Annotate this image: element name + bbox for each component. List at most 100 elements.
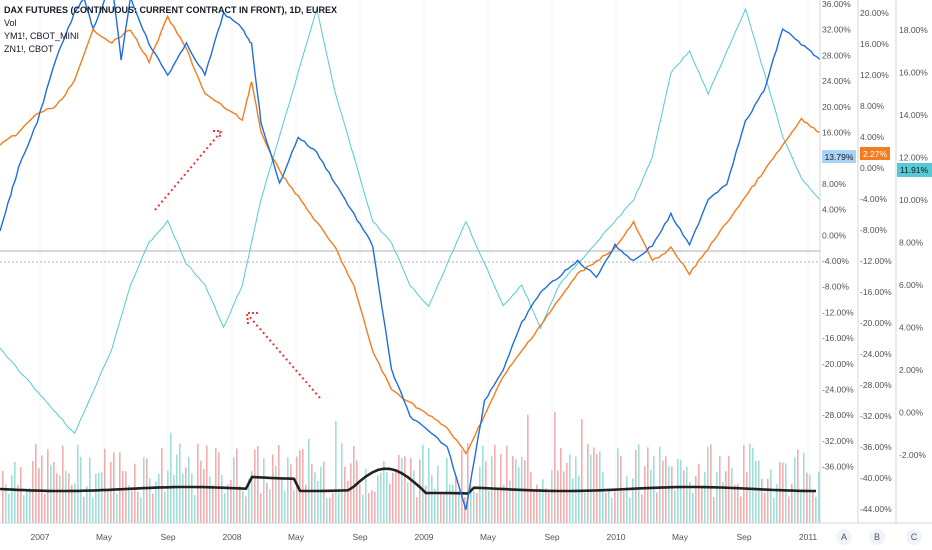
time-axis[interactable] xyxy=(0,523,932,550)
volume-bar xyxy=(11,475,13,523)
volume-bar xyxy=(317,481,319,523)
volume-bar xyxy=(680,459,682,523)
volume-bar xyxy=(728,455,730,523)
volume-bar xyxy=(644,466,646,523)
legend-symbol-ym1[interactable]: YM1!, CBOT_MINI xyxy=(4,31,80,41)
series-line-zn1 xyxy=(0,6,821,435)
volume-bar xyxy=(152,493,154,523)
volume-bar xyxy=(158,473,160,523)
legend-volume[interactable]: Vol xyxy=(4,18,17,28)
volume-bar xyxy=(632,478,634,523)
volume-bar xyxy=(245,496,247,523)
annotation-arrow-up[interactable] xyxy=(154,130,223,211)
volume-bar xyxy=(161,448,163,523)
volume-bar xyxy=(446,457,448,523)
y-tick-label-right: 2.00% xyxy=(899,365,924,375)
volume-bar xyxy=(137,492,139,523)
volume-bar xyxy=(707,446,709,523)
chart-grid xyxy=(39,0,809,523)
x-tick-label: 2008 xyxy=(223,532,242,542)
volume-bar xyxy=(41,455,43,523)
y-tick-label-left: 8.00% xyxy=(822,179,847,189)
volume-bar xyxy=(272,454,274,523)
y-tick-label-left: 16.00% xyxy=(822,128,851,138)
volume-bar xyxy=(503,484,505,523)
volume-bar xyxy=(200,460,202,523)
volume-bar xyxy=(335,421,337,523)
x-tick-label: 2010 xyxy=(607,532,626,542)
axis-panel-right[interactable] xyxy=(896,0,932,523)
y-tick-label-left: 24.00% xyxy=(822,76,851,86)
y-tick-label-left: 36.00% xyxy=(822,0,851,9)
volume-bar xyxy=(488,490,490,523)
volume-bar xyxy=(665,456,667,523)
price-tag-blue: 13.79% xyxy=(822,150,856,163)
volume-bar xyxy=(221,475,223,523)
scale-button-c[interactable]: C xyxy=(906,529,922,545)
volume-bar xyxy=(302,449,304,523)
legend-main-symbol[interactable]: DAX FUTURES (CONTINUOUS: CURRENT CONTRAC… xyxy=(4,5,337,15)
volume-bar xyxy=(572,478,574,523)
volume-bar xyxy=(275,465,277,523)
volume-bar xyxy=(563,471,565,523)
volume-bar xyxy=(548,492,550,523)
volume-bar xyxy=(719,456,721,523)
y-tick-label-middle: -24.00% xyxy=(860,349,892,359)
y-tick-label-middle: 12.00% xyxy=(860,70,889,80)
scale-button-b[interactable]: B xyxy=(869,529,885,545)
y-tick-label-left: 0.00% xyxy=(822,230,847,240)
volume-bar xyxy=(482,445,484,523)
y-tick-label-right: 14.00% xyxy=(899,110,928,120)
volume-bar xyxy=(788,496,790,523)
volume-bar xyxy=(62,445,64,523)
volume-bar xyxy=(713,497,715,523)
volume-bar xyxy=(230,479,232,523)
volume-bar xyxy=(110,461,112,523)
volume-bar xyxy=(71,484,73,523)
scale-button-a[interactable]: A xyxy=(836,529,852,545)
volume-bar xyxy=(365,468,367,523)
scale-button-c-label: C xyxy=(911,532,918,542)
volume-bar xyxy=(122,470,124,523)
axis-panel-middle[interactable] xyxy=(858,0,896,523)
y-tick-label-middle: -36.00% xyxy=(860,442,892,452)
volume-bar xyxy=(206,445,208,523)
legend-symbol-zn1[interactable]: ZN1!, CBOT xyxy=(4,44,54,54)
x-tick-label: May xyxy=(480,532,497,542)
volume-bar xyxy=(779,461,781,523)
y-tick-label-left: -4.00% xyxy=(822,256,849,266)
y-tick-label-right: -2.00% xyxy=(899,450,926,460)
volume-bar xyxy=(710,444,712,523)
volume-bar xyxy=(338,488,340,523)
volume-bar xyxy=(617,448,619,523)
volume-bar xyxy=(422,444,424,523)
volume-bar xyxy=(23,495,25,523)
volume-bar xyxy=(155,481,157,523)
volume-bar xyxy=(764,492,766,523)
volume-bar xyxy=(473,491,475,523)
annotation-arrow-down[interactable] xyxy=(245,312,321,399)
volume-bar xyxy=(131,490,133,523)
volume-bar xyxy=(698,463,700,523)
volume-bar xyxy=(659,446,661,523)
volume-bar xyxy=(95,473,97,523)
y-tick-label-middle: 20.00% xyxy=(860,8,889,18)
volume-bar xyxy=(476,492,478,523)
volume-bar xyxy=(407,482,409,523)
volume-bar xyxy=(398,455,400,523)
volume-bar xyxy=(443,493,445,523)
volume-bar xyxy=(752,447,754,523)
y-tick-label-right: 6.00% xyxy=(899,280,924,290)
volume-bar xyxy=(5,484,7,523)
volume-bar xyxy=(104,448,106,523)
volume-bar xyxy=(497,488,499,523)
volume-bar xyxy=(83,496,85,523)
x-tick-label: 2011 xyxy=(799,532,818,542)
volume-bar xyxy=(797,449,799,523)
axis-panel-left[interactable] xyxy=(820,0,858,523)
volume-bar xyxy=(704,472,706,523)
volume-bar xyxy=(803,452,805,523)
x-tick-label: May xyxy=(672,532,689,542)
volume-bar xyxy=(518,467,520,523)
